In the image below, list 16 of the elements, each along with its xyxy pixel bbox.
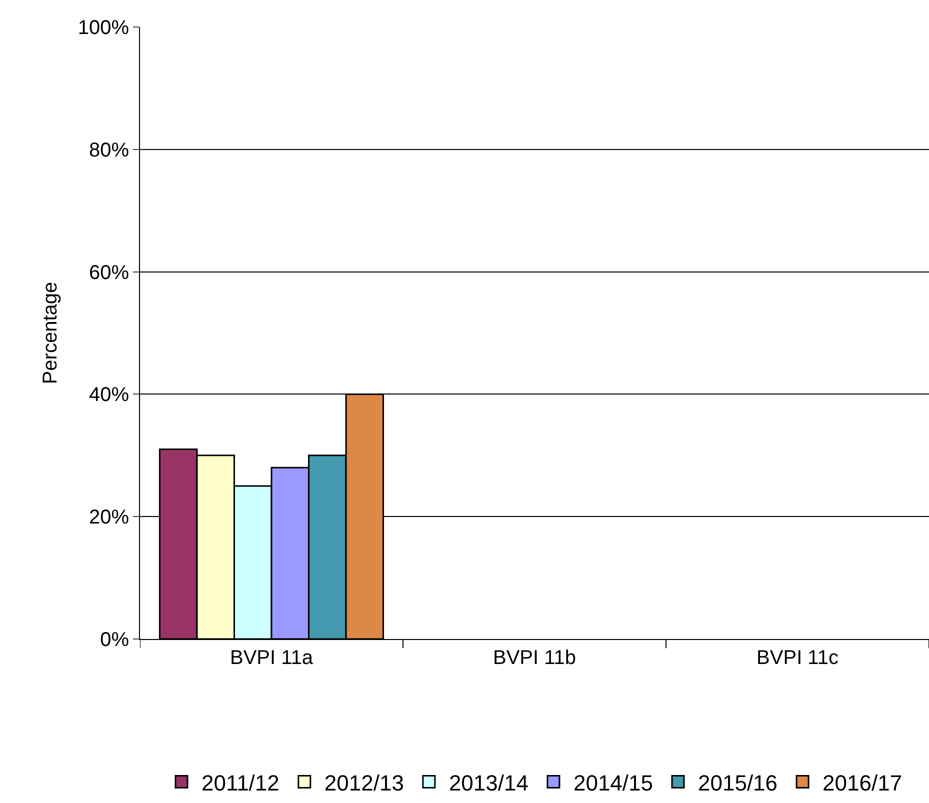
x-tick-label: BVPI 11a (230, 647, 314, 669)
y-tick-label: 60% (88, 262, 130, 284)
y-tick-label: 40% (88, 384, 130, 406)
x-tick-label: BVPI 11c (756, 647, 838, 669)
legend-label: 2016/17 (822, 770, 902, 796)
legend-label: 2014/15 (573, 770, 653, 796)
legend-label: 2013/14 (448, 770, 528, 796)
y-tick-label: 80% (88, 139, 130, 162)
legend-label: 2012/13 (324, 770, 404, 796)
x-tick-label: BVPI 11b (492, 647, 576, 669)
legend-label: 2011/12 (202, 770, 280, 796)
y-axis-title: Percentage (39, 282, 62, 384)
y-tick-label: 20% (88, 506, 130, 529)
legend-label: 2015/16 (698, 770, 778, 796)
y-tick-label: 0% (100, 629, 130, 651)
y-tick-label: 100% (78, 17, 130, 39)
